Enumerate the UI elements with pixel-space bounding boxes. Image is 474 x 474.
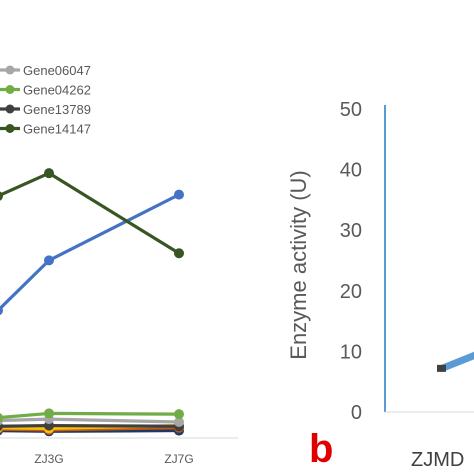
legend-swatch-marker xyxy=(5,65,15,75)
y-tick-label: 10 xyxy=(340,341,362,363)
data-point xyxy=(174,416,184,427)
y-tick-label: 30 xyxy=(340,220,362,242)
y-tick-label: 20 xyxy=(340,281,362,303)
data-point xyxy=(44,255,54,266)
series-line xyxy=(0,423,180,428)
legend-item: Gene13789 xyxy=(0,102,91,117)
series-Gene14147 xyxy=(0,168,184,259)
data-point xyxy=(44,408,54,419)
series-line xyxy=(0,417,180,424)
legend-item: Gene04262 xyxy=(0,83,91,98)
legend-swatch-marker xyxy=(5,104,15,114)
x-tick-label: ZJMD xyxy=(411,449,464,471)
y-axis-title: Enzyme activity (U) xyxy=(286,170,311,359)
y-tick-label: 0 xyxy=(351,402,362,424)
legend-item: Gene06047 xyxy=(0,63,91,78)
data-point xyxy=(174,409,184,420)
legend-swatch-marker xyxy=(5,85,15,94)
y-tick-label: 50 xyxy=(340,99,362,121)
x-tick-label: ZJ3G xyxy=(34,452,63,466)
data-point xyxy=(0,413,3,423)
legend-label: Gene13789 xyxy=(23,102,91,117)
legend: Gene06047 Gene04262 Gene13789 Gene14147 xyxy=(0,63,91,137)
series-unnamed-4 xyxy=(0,189,184,316)
series-enzyme-activity xyxy=(437,351,474,372)
data-point xyxy=(174,248,184,259)
legend-label: Gene06047 xyxy=(23,63,91,78)
data-point xyxy=(437,364,446,372)
data-point xyxy=(0,191,3,201)
data-point xyxy=(0,305,3,316)
panel-a-line-chart: ZJ3G ZJ7G Gene06047 Gene04262 Gene13789 Gene1… xyxy=(0,63,238,466)
series-line xyxy=(438,351,474,372)
series-line xyxy=(0,193,180,311)
panel-label: b xyxy=(309,427,333,471)
legend-label: Gene04262 xyxy=(23,83,91,98)
data-point xyxy=(174,189,184,200)
legend-label: Gene14147 xyxy=(23,122,91,137)
legend-swatch-marker xyxy=(5,124,15,133)
series-Gene04262 xyxy=(0,408,184,423)
series-line xyxy=(0,411,180,420)
data-point xyxy=(44,168,54,179)
panel-b-enzyme-chart: 0 10 20 30 40 50 Enzyme activity (U) ZJMD b xyxy=(286,99,474,471)
y-tick-label: 40 xyxy=(340,160,362,182)
legend-item: Gene14147 xyxy=(0,122,91,137)
x-tick-label: ZJ7G xyxy=(164,452,193,466)
